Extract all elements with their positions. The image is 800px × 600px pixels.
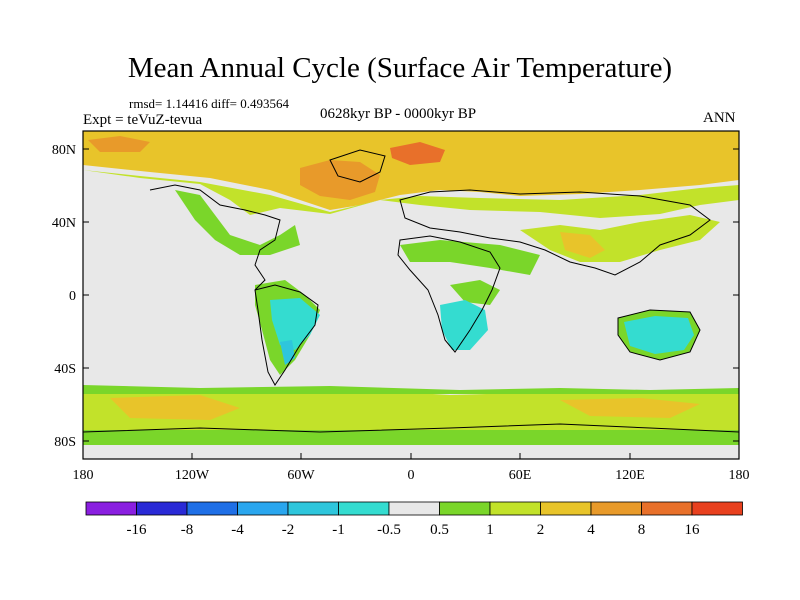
lon-label-60e: 60E bbox=[509, 468, 532, 483]
colorbar-box bbox=[338, 501, 390, 516]
arctic-orange-west bbox=[88, 136, 150, 152]
colorbar-label: -0.5 bbox=[377, 522, 401, 538]
stats-text: rmsd= 1.14416 diff= 0.493564 bbox=[129, 96, 289, 111]
colorbar-box bbox=[237, 501, 289, 516]
australia-coast bbox=[617, 309, 701, 361]
coastlines bbox=[83, 149, 739, 433]
colorbar-box bbox=[641, 501, 693, 516]
colorbar-box bbox=[439, 501, 491, 516]
southern-ocean-yellow-green bbox=[83, 388, 739, 430]
high-latitude-gold bbox=[83, 165, 739, 210]
colorbar bbox=[85, 501, 743, 516]
australia-cool bbox=[624, 316, 694, 354]
experiment-label: Expt = teVuZ-tevua bbox=[83, 112, 203, 128]
colorbar-label: 4 bbox=[587, 522, 595, 538]
colorbar-label: 2 bbox=[537, 522, 545, 538]
colorbar-label: -2 bbox=[282, 522, 295, 538]
plot-title: Mean Annual Cycle (Surface Air Temperatu… bbox=[127, 52, 673, 84]
colorbar-box bbox=[590, 501, 642, 516]
colorbar-box bbox=[388, 501, 440, 516]
period-label: 0628kyr BP - 0000kyr BP bbox=[320, 106, 477, 122]
colorbar-label: 1 bbox=[486, 522, 494, 538]
lon-label-120w: 120W bbox=[175, 468, 210, 483]
colorbar-label: -4 bbox=[231, 522, 244, 538]
lon-label-0: 0 bbox=[408, 468, 415, 483]
arctic-hotspot bbox=[390, 142, 445, 165]
colorbar-label: -1 bbox=[332, 522, 345, 538]
southern-ocean-green-edge bbox=[83, 385, 739, 394]
colorbar-label: -16 bbox=[127, 522, 147, 538]
longitude-axis: 180 120W 60W 0 60E 120E 180 bbox=[73, 453, 750, 483]
lon-label-180e: 180 bbox=[729, 468, 750, 483]
north-america-green bbox=[175, 190, 300, 255]
lon-label-60w: 60W bbox=[287, 468, 315, 483]
colorbar-label: 0.5 bbox=[430, 522, 449, 538]
season-label: ANN bbox=[703, 110, 736, 126]
colorbar-box bbox=[136, 501, 188, 516]
sahara-green bbox=[400, 240, 540, 275]
lat-label-80s: 80S bbox=[54, 435, 76, 450]
eurasia-coast bbox=[399, 189, 711, 276]
greenland-coast bbox=[329, 149, 386, 183]
colorbar-box bbox=[691, 501, 743, 516]
colorbar-box bbox=[186, 501, 238, 516]
north-america-coast bbox=[149, 184, 281, 291]
south-indian-gold bbox=[560, 398, 700, 418]
colorbar-box bbox=[287, 501, 339, 516]
antarctic-green-band bbox=[83, 430, 739, 445]
latitude-axis: 80N 40N 0 40S 80S bbox=[52, 143, 739, 450]
colorbar-box bbox=[540, 501, 592, 516]
lat-label-80n: 80N bbox=[52, 143, 76, 158]
colorbar-box bbox=[489, 501, 541, 516]
south-america-coast bbox=[254, 284, 319, 386]
south-america-cool bbox=[270, 298, 320, 350]
antarctica-coast bbox=[83, 423, 739, 433]
lat-label-40s: 40S bbox=[54, 362, 76, 377]
colorbar-label: -8 bbox=[181, 522, 194, 538]
south-pacific-gold bbox=[110, 395, 240, 420]
lat-label-0: 0 bbox=[69, 289, 76, 304]
midlatitude-yellow-green bbox=[83, 170, 739, 218]
temperature-field bbox=[83, 131, 739, 459]
southern-africa-cool bbox=[440, 300, 488, 350]
central-asia-gold bbox=[560, 232, 605, 258]
lat-label-40n: 40N bbox=[52, 216, 76, 231]
colorbar-box bbox=[85, 501, 137, 516]
lon-label-180w: 180 bbox=[73, 468, 94, 483]
africa-coast bbox=[397, 235, 501, 353]
colorbar-label: 8 bbox=[638, 522, 646, 538]
lon-label-120e: 120E bbox=[615, 468, 645, 483]
colorbar-labels: -16 -8 -4 -2 -1 -0.5 0.5 1 2 4 8 16 bbox=[127, 522, 701, 538]
colorbar-label: 16 bbox=[685, 522, 701, 538]
north-atlantic-orange bbox=[300, 160, 380, 200]
